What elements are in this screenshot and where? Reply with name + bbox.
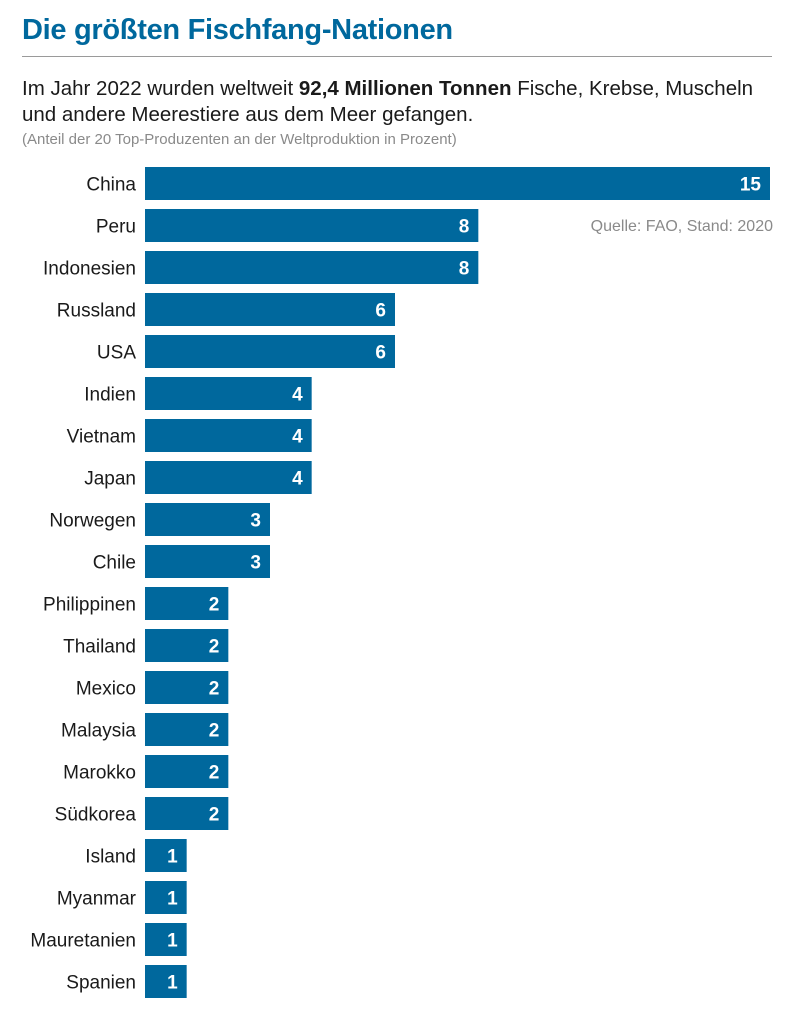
chart-title: Die größten Fischfang-Nationen [22, 14, 453, 46]
category-label: Marokko [63, 763, 136, 784]
bar-indien [145, 377, 312, 410]
title-divider [22, 56, 772, 57]
category-label: Chile [93, 553, 136, 574]
category-label: Mauretanien [30, 931, 136, 952]
category-label: Russland [57, 301, 136, 322]
bar-marokko [145, 755, 229, 788]
value-label: 1 [167, 889, 178, 910]
value-label: 6 [375, 301, 386, 322]
subtitle-text-start: Im Jahr 2022 wurden weltweit [22, 77, 299, 100]
category-label: Malaysia [61, 721, 136, 742]
value-label: 15 [740, 175, 762, 196]
category-label: USA [97, 343, 136, 364]
source-note: Quelle: FAO, Stand: 2020 [590, 218, 773, 235]
bar-japan [145, 461, 312, 494]
bar-südkorea [145, 797, 229, 830]
subtitle-highlight: 92,4 Millionen Tonnen [298, 77, 512, 100]
category-label: Spanien [66, 973, 136, 994]
category-label: Myanmar [57, 889, 137, 910]
value-label: 1 [167, 847, 178, 868]
value-label: 2 [209, 805, 220, 826]
category-label: China [86, 175, 136, 196]
bar-indonesien [145, 251, 479, 284]
value-label: 2 [209, 679, 220, 700]
value-label: 2 [209, 721, 220, 742]
value-label: 1 [167, 931, 178, 952]
bar-chile [145, 545, 270, 578]
category-label: Philippinen [43, 595, 136, 616]
subtitle-text-end: Fische, Krebse, Muscheln und andere Meer… [22, 77, 754, 126]
bar-peru [145, 209, 479, 242]
bar-mexico [145, 671, 229, 704]
category-label: Thailand [63, 637, 136, 658]
value-label: 1 [167, 973, 178, 994]
category-label: Mexico [76, 679, 136, 700]
category-label: Island [85, 847, 136, 868]
category-label: Südkorea [55, 805, 137, 826]
bar-island [145, 839, 187, 872]
bar-mauretanien [145, 923, 187, 956]
bar-malaysia [145, 713, 229, 746]
bar-china [145, 167, 770, 200]
value-label: 2 [209, 637, 220, 658]
chart-note: (Anteil der 20 Top-Produzenten an der We… [22, 131, 457, 148]
bar-spanien [145, 965, 187, 998]
value-label: 8 [459, 259, 470, 280]
category-label: Norwegen [49, 511, 136, 532]
bar-russland [145, 293, 395, 326]
value-label: 4 [292, 469, 303, 490]
value-label: 4 [292, 427, 303, 448]
value-label: 2 [209, 595, 220, 616]
bar-norwegen [145, 503, 270, 536]
category-label: Peru [96, 217, 136, 238]
value-label: 6 [375, 343, 386, 364]
value-label: 3 [250, 553, 261, 574]
bar-myanmar [145, 881, 187, 914]
category-label: Japan [84, 469, 136, 490]
bar-thailand [145, 629, 229, 662]
bar-vietnam [145, 419, 312, 452]
value-label: 4 [292, 385, 303, 406]
bar-philippinen [145, 587, 229, 620]
category-label: Vietnam [67, 427, 136, 448]
chart-subtitle: Im Jahr 2022 wurden weltweit 92,4 Millio… [22, 76, 782, 128]
value-label: 2 [209, 763, 220, 784]
value-label: 3 [250, 511, 261, 532]
category-label: Indonesien [43, 259, 136, 280]
category-label: Indien [84, 385, 136, 406]
value-label: 8 [459, 217, 470, 238]
bar-usa [145, 335, 395, 368]
